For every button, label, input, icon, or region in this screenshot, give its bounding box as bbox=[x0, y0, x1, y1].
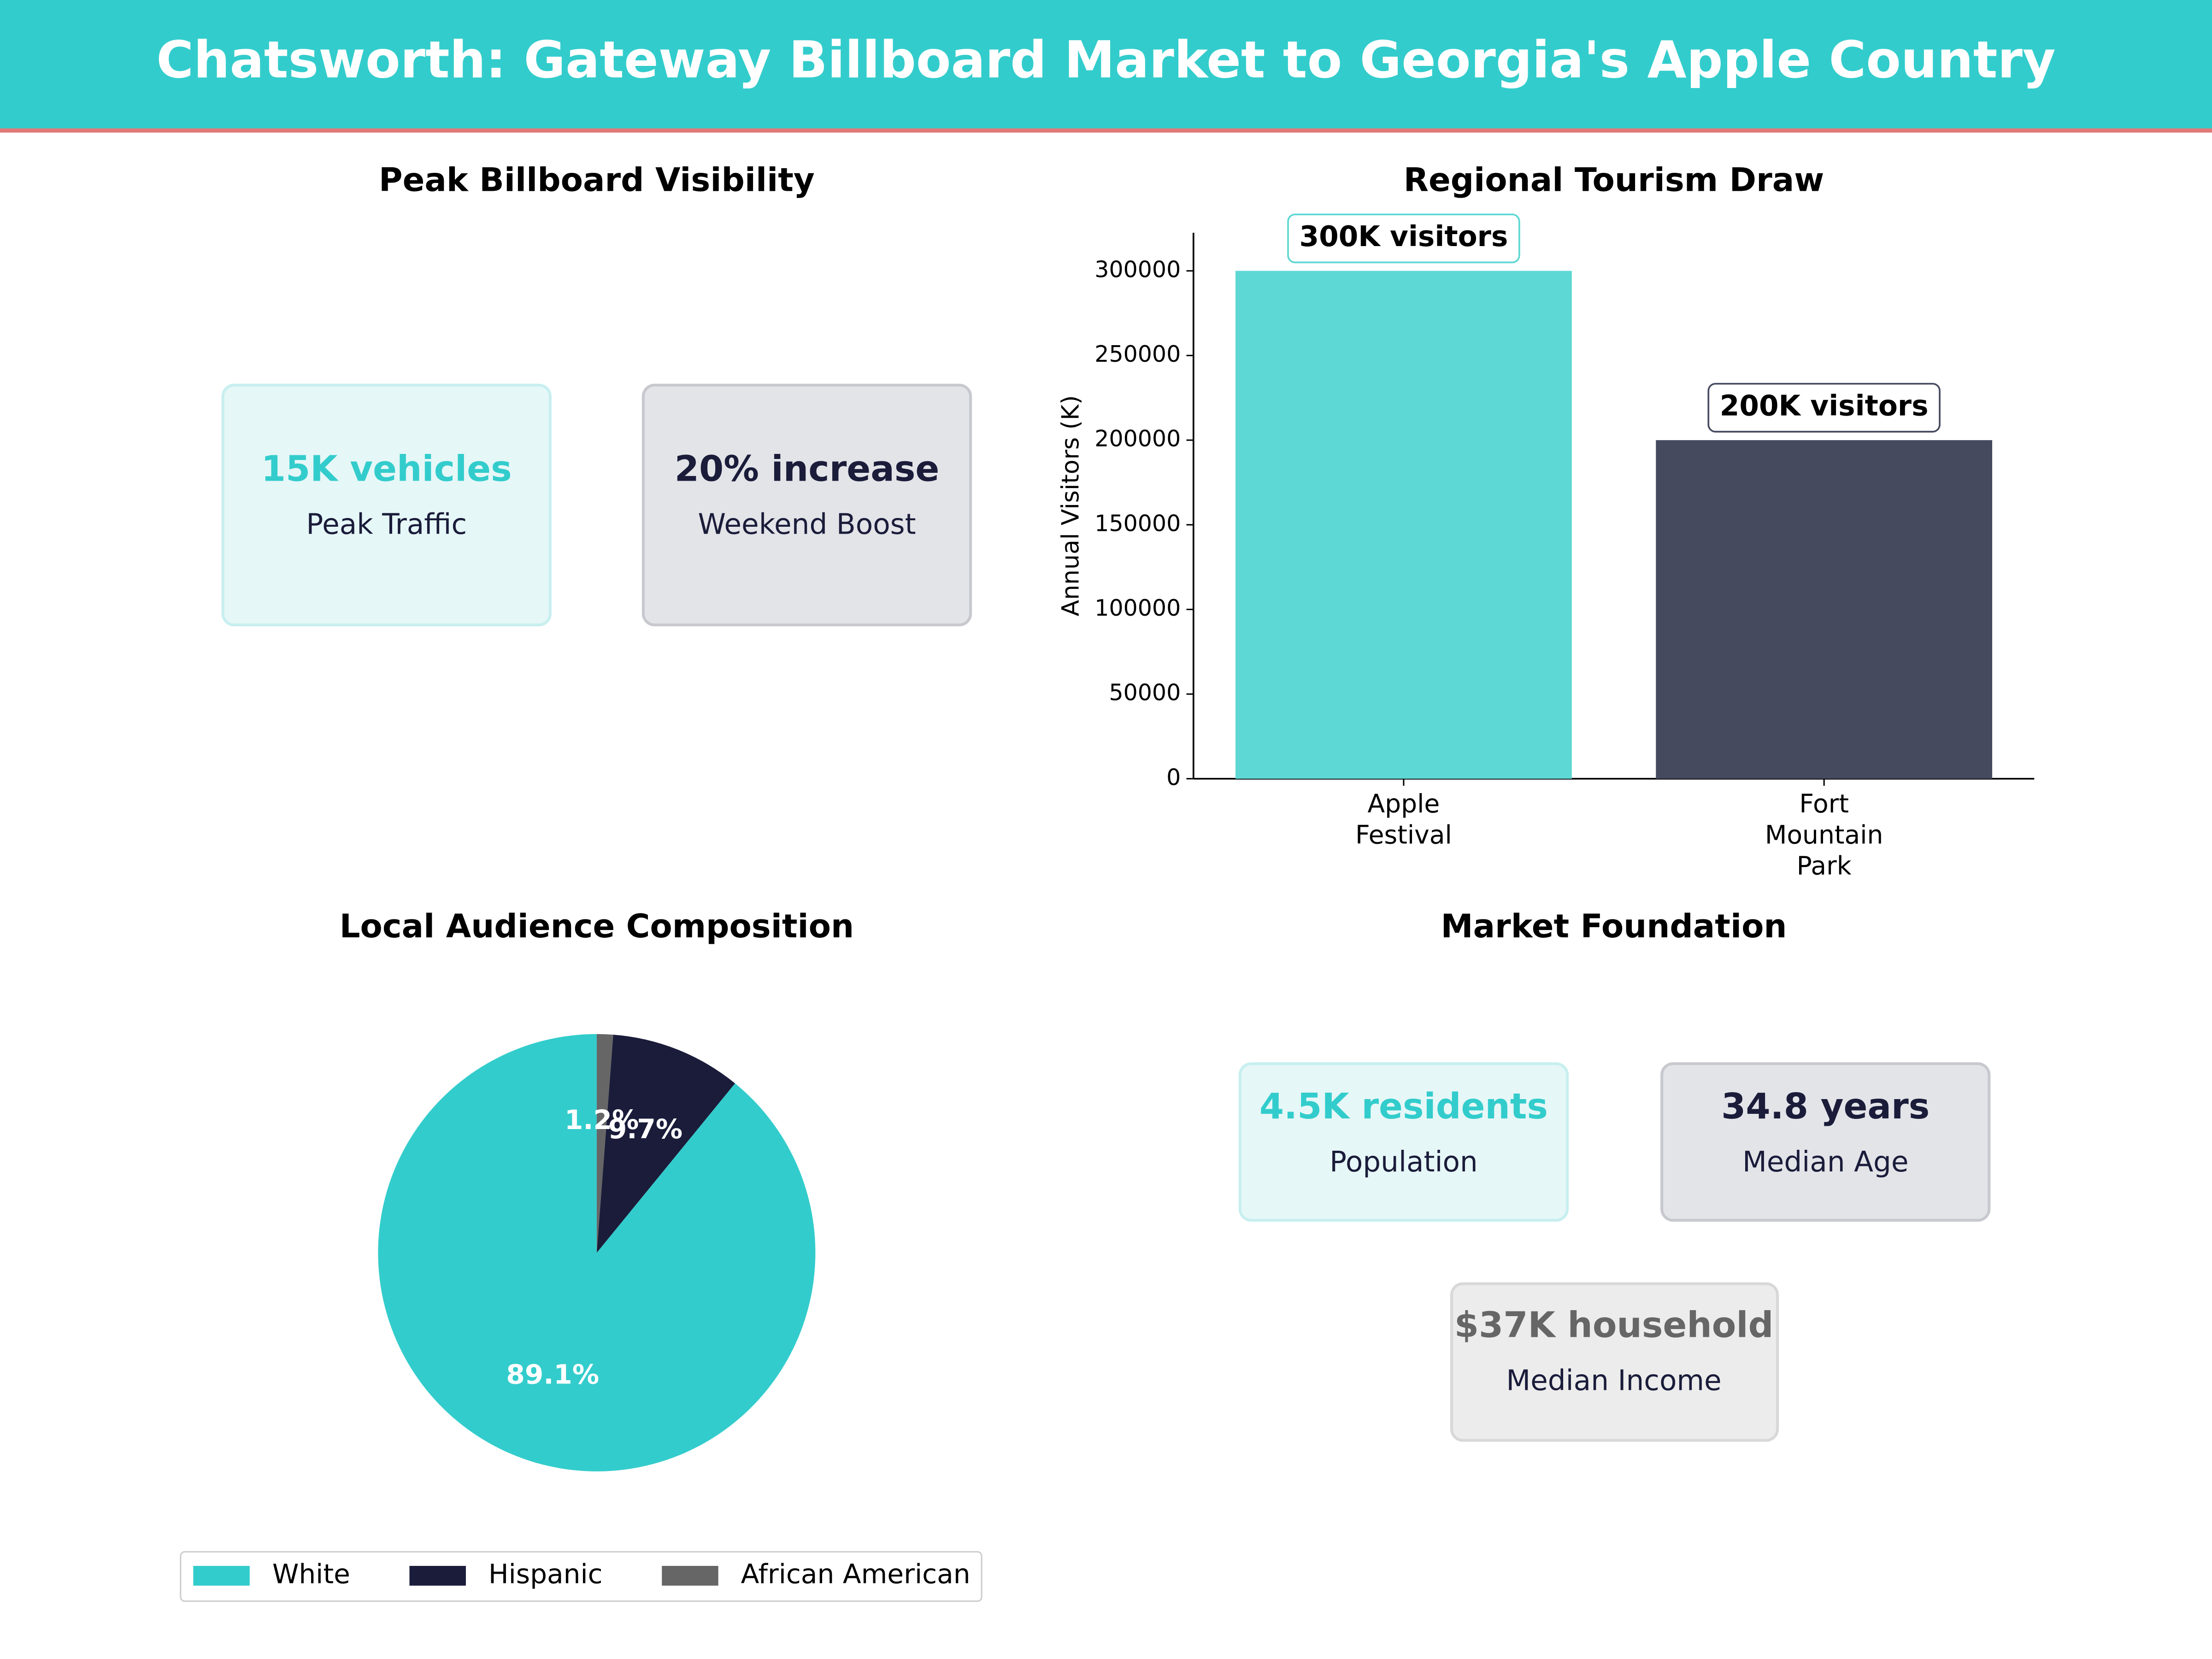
kpi-value: 20% increase bbox=[675, 448, 940, 489]
slice-label: 9.7% bbox=[608, 1113, 682, 1145]
pie-slice bbox=[378, 1034, 816, 1471]
panel-title: Market Foundation bbox=[1441, 907, 1787, 945]
value-label-box bbox=[1707, 382, 1941, 433]
y-tick-label: 200000 bbox=[1094, 426, 1181, 452]
kpi-card bbox=[641, 383, 972, 627]
value-label: 300K visitors bbox=[1300, 220, 1508, 253]
kpi-value: 34.8 years bbox=[1721, 1086, 1930, 1127]
legend-swatch bbox=[662, 1565, 718, 1586]
legend-swatch bbox=[193, 1565, 250, 1586]
kpi-label: Median Age bbox=[1742, 1146, 1909, 1178]
kpi-card bbox=[221, 383, 552, 627]
kpi-card bbox=[1660, 1062, 1991, 1222]
kpi-card bbox=[1238, 1062, 1569, 1222]
panel-title: Peak Billboard Visibility bbox=[379, 161, 815, 199]
page-title: Chatsworth: Gateway Billboard Market to … bbox=[156, 30, 2056, 89]
y-tick-label: 0 bbox=[1166, 764, 1181, 790]
y-tick-label: 100000 bbox=[1094, 595, 1181, 621]
chart-title: Local Audience Composition bbox=[340, 907, 854, 945]
legend-swatch bbox=[409, 1565, 466, 1586]
legend-label: African American bbox=[741, 1558, 971, 1589]
y-axis-label: Annual Visitors (K) bbox=[1057, 395, 1085, 617]
pie-slice bbox=[596, 1034, 613, 1253]
kpi-label: Weekend Boost bbox=[698, 508, 916, 541]
legend-label: Hispanic bbox=[488, 1558, 603, 1589]
y-tick-label: 300000 bbox=[1094, 256, 1181, 282]
header-rule bbox=[0, 128, 2212, 133]
kpi-label: Median Income bbox=[1506, 1365, 1721, 1397]
header-bar bbox=[0, 0, 2212, 130]
x-tick-label: Fort Mountain Park bbox=[1765, 789, 1883, 881]
y-tick-label: 50000 bbox=[1109, 680, 1181, 706]
legend-frame bbox=[180, 1551, 982, 1602]
kpi-value: 15K vehicles bbox=[261, 448, 512, 489]
chart-title: Regional Tourism Draw bbox=[1404, 161, 1824, 199]
x-tick-label: Apple Festival bbox=[1355, 789, 1452, 849]
slice-label: 89.1% bbox=[506, 1359, 599, 1390]
bar bbox=[1235, 271, 1572, 779]
legend-label: White bbox=[272, 1558, 350, 1589]
y-tick-label: 150000 bbox=[1094, 510, 1181, 536]
slice-label: 1.2% bbox=[565, 1104, 639, 1135]
kpi-label: Population bbox=[1330, 1146, 1478, 1178]
value-label-box bbox=[1287, 213, 1520, 264]
kpi-value: $37K household bbox=[1454, 1305, 1774, 1346]
kpi-label: Peak Traffic bbox=[306, 508, 467, 541]
kpi-value: 4.5K residents bbox=[1259, 1086, 1548, 1127]
pie-slice bbox=[596, 1035, 735, 1253]
bar bbox=[1656, 440, 1993, 779]
y-tick-label: 250000 bbox=[1094, 341, 1181, 367]
value-label: 200K visitors bbox=[1720, 389, 1929, 422]
kpi-card bbox=[1450, 1282, 1779, 1442]
